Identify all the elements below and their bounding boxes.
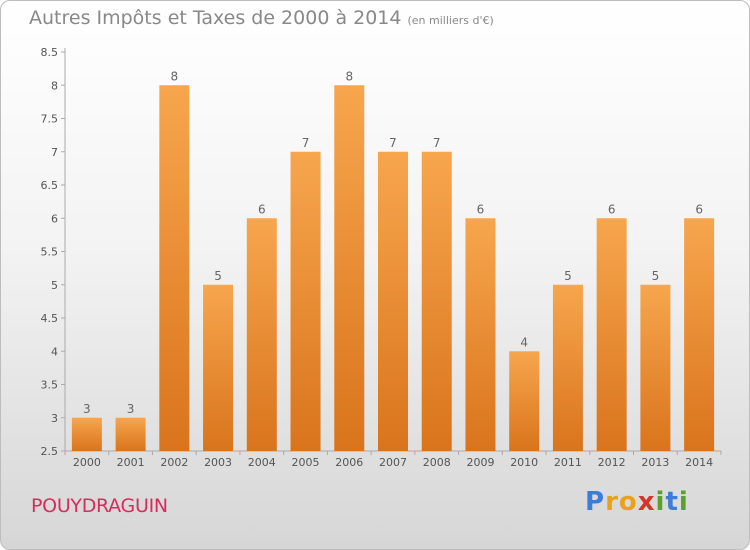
- y-tick-label: 3: [51, 412, 58, 425]
- bar-value-label: 8: [345, 69, 353, 83]
- x-tick-label: 2009: [466, 456, 494, 469]
- y-tick-label: 6: [51, 212, 58, 225]
- x-tick-label: 2005: [292, 456, 320, 469]
- y-tick-label: 8: [51, 79, 58, 92]
- y-tick-label: 7.5: [41, 113, 59, 126]
- bar-value-label: 6: [608, 202, 616, 216]
- logo-letter: i: [655, 487, 666, 517]
- bar: [115, 417, 146, 451]
- y-tick-label: 5.5: [41, 246, 59, 259]
- commune-name: POUYDRAGUIN: [31, 495, 168, 517]
- x-tick-label: 2011: [554, 456, 582, 469]
- bar: [203, 284, 234, 451]
- x-tick-label: 2008: [423, 456, 451, 469]
- logo-letter: P: [585, 487, 606, 517]
- x-tick-label: 2010: [510, 456, 538, 469]
- proxiti-logo: Proxiti: [585, 487, 689, 517]
- x-tick-label: 2000: [73, 456, 101, 469]
- bar-value-label: 6: [477, 202, 485, 216]
- bar: [290, 151, 321, 451]
- logo-letter: i: [678, 487, 689, 517]
- y-tick-label: 6.5: [41, 179, 59, 192]
- logo-letter: t: [665, 487, 679, 517]
- y-tick-label: 3.5: [41, 379, 59, 392]
- bar: [640, 284, 671, 451]
- x-tick-label: 2002: [160, 456, 188, 469]
- logo-letter: x: [637, 487, 656, 517]
- x-tick-label: 2003: [204, 456, 232, 469]
- y-tick-label: 5: [51, 279, 58, 292]
- x-tick-label: 2001: [117, 456, 145, 469]
- chart-title: Autres Impôts et Taxes de 2000 à 2014 (en…: [29, 7, 494, 29]
- bar-value-label: 7: [302, 136, 310, 150]
- x-tick-label: 2014: [685, 456, 713, 469]
- bar: [465, 218, 496, 451]
- bar-value-label: 8: [171, 69, 179, 83]
- bar: [71, 417, 102, 451]
- bar-value-label: 4: [520, 335, 528, 349]
- y-tick-label: 4.5: [41, 312, 59, 325]
- bar: [159, 85, 190, 451]
- bar: [334, 85, 365, 451]
- x-tick-label: 2007: [379, 456, 407, 469]
- bar-value-label: 7: [433, 136, 441, 150]
- y-tick-label: 2.5: [41, 445, 59, 458]
- chart-unit: (en milliers d'€): [407, 14, 494, 27]
- bar: [378, 151, 408, 451]
- x-tick-label: 2004: [248, 456, 276, 469]
- bar: [509, 351, 540, 451]
- x-tick-label: 2012: [598, 456, 626, 469]
- logo-letter: r: [605, 487, 619, 517]
- bar-value-label: 5: [652, 269, 660, 283]
- bar-value-label: 6: [258, 202, 266, 216]
- bar-value-label: 3: [83, 402, 91, 416]
- bar-value-label: 3: [127, 402, 135, 416]
- y-tick-label: 4: [51, 345, 58, 358]
- y-tick-label: 7: [51, 146, 58, 159]
- logo-letter: o: [618, 487, 638, 517]
- y-tick-label: 8.5: [41, 46, 59, 59]
- chart-title-text: Autres Impôts et Taxes de 2000 à 2014: [29, 7, 402, 29]
- data-labels: 3 3 8 5 6 7 8 7 7 6 4 5 6 5 6: [83, 69, 703, 416]
- bar-value-label: 5: [564, 269, 572, 283]
- bar-value-label: 7: [389, 136, 397, 150]
- x-tick-label: 2013: [641, 456, 669, 469]
- x-tick-label: 2006: [335, 456, 363, 469]
- bar: [246, 218, 277, 451]
- bar: [421, 151, 452, 451]
- bar-value-label: 6: [695, 202, 703, 216]
- bars: [71, 85, 715, 451]
- bar: [596, 218, 627, 451]
- bar: [552, 284, 583, 451]
- bar: [684, 218, 715, 451]
- bar-value-label: 5: [214, 269, 222, 283]
